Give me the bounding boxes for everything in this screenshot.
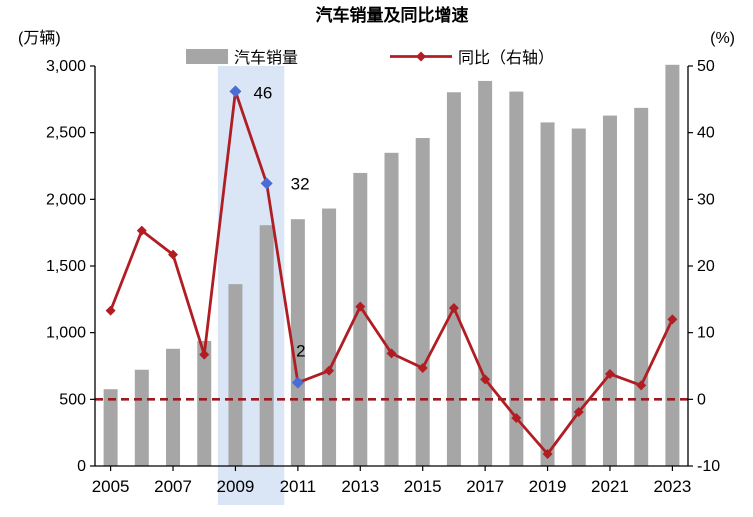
bar-2016 [446, 92, 461, 467]
marker-2005 [105, 305, 116, 316]
bar-2017 [478, 80, 493, 466]
bar-2022 [634, 107, 649, 466]
legend-label-yoy: 同比（右轴） [458, 49, 554, 67]
right-tick-label-10: 10 [697, 325, 715, 342]
highlight-band-2009-2010 [217, 66, 285, 505]
right-tick-label-40: 40 [697, 125, 715, 142]
legend-swatch-sales [186, 49, 228, 64]
bar-2010 [259, 225, 274, 466]
left-tick-label-2000: 2,000 [46, 191, 86, 208]
highlight-marker-2011 [291, 376, 304, 389]
marker-2012 [324, 365, 335, 376]
bar-2012 [322, 208, 337, 467]
bar-2015 [415, 138, 430, 466]
marker-2008 [199, 349, 210, 360]
annotation-label-2009: 46 [253, 83, 272, 102]
annotation-label-2010: 32 [291, 174, 310, 193]
bar-2006 [134, 369, 149, 466]
x-tick-label-2019: 2019 [529, 477, 567, 496]
bar-2020 [571, 128, 586, 467]
left-tick-label-0: 0 [77, 458, 86, 475]
x-tick-label-2011: 2011 [280, 477, 317, 496]
highlight-marker-2010 [260, 177, 273, 190]
marker-2013 [355, 301, 366, 312]
chart-title: 汽车销量及同比增速 [316, 5, 469, 25]
x-tick-label-2023: 2023 [653, 477, 691, 496]
bar-2021 [602, 115, 617, 466]
bar-2013 [353, 172, 368, 466]
annotation-label-2011: 2 [296, 342, 305, 361]
x-tick-label-2009: 2009 [217, 477, 255, 496]
marker-2016 [448, 303, 459, 313]
x-tick-label-2007: 2007 [154, 477, 192, 496]
left-tick-label-1500: 1,500 [46, 258, 86, 275]
left-axis-unit-label: (万辆) [18, 29, 61, 47]
right-axis-unit-label: (%) [710, 30, 735, 47]
x-tick-label-2021: 2021 [591, 477, 629, 496]
marker-2007 [168, 249, 179, 260]
bar-2008 [197, 340, 212, 466]
legend-marker-yoy [416, 51, 426, 62]
x-tick-label-2005: 2005 [92, 477, 130, 496]
marker-2020 [573, 407, 584, 417]
left-tick-label-2500: 2,500 [46, 125, 86, 142]
legend-label-sales: 汽车销量 [234, 49, 298, 67]
left-tick-label-1000: 1,000 [46, 325, 86, 342]
bar-2011 [290, 219, 305, 466]
bar-2009 [228, 284, 243, 466]
bar-2007 [166, 348, 181, 466]
marker-2015 [417, 363, 428, 373]
marker-2018 [511, 413, 522, 423]
right-tick-label-30: 30 [697, 191, 715, 208]
bar-2019 [540, 122, 555, 467]
left-tick-label-500: 500 [59, 391, 86, 408]
marker-2006 [136, 225, 147, 236]
bar-2005 [103, 389, 118, 466]
highlight-marker-2009 [229, 85, 242, 98]
right-tick-label-50: 50 [697, 58, 715, 75]
right-tick-label-20: 20 [697, 258, 715, 275]
right-tick-label-0: 0 [697, 391, 706, 408]
marker-2023 [667, 314, 678, 325]
marker-2017 [480, 374, 491, 385]
marker-2014 [386, 348, 397, 359]
marker-2019 [542, 449, 553, 459]
bar-2018 [509, 91, 524, 466]
x-tick-label-2013: 2013 [341, 477, 379, 496]
bar-2014 [384, 152, 399, 467]
right-tick-label--10: -10 [697, 458, 720, 475]
bar-2023 [665, 64, 680, 467]
marker-2022 [636, 380, 647, 391]
marker-2021 [604, 369, 615, 379]
left-tick-label-3000: 3,000 [46, 58, 86, 75]
x-tick-label-2017: 2017 [466, 477, 504, 496]
x-tick-label-2015: 2015 [404, 477, 442, 496]
